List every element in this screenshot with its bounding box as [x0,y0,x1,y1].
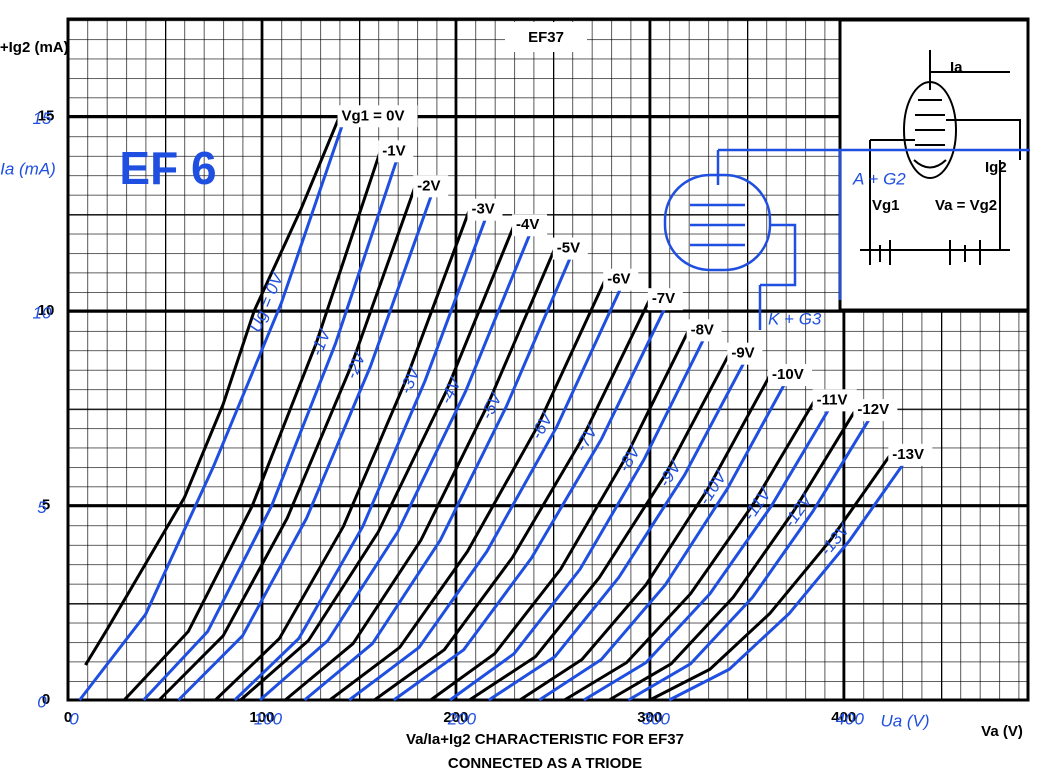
y-tick-label-alt: 0 [37,692,47,711]
curve-label: -10V [772,366,804,383]
curve-label: -6V [607,271,630,288]
blue-circuit [663,148,1030,330]
curve-label: -8V [691,321,714,338]
curve [78,115,347,701]
x-tick-label-alt: 400 [836,709,865,728]
x-tick-label: 0 [64,709,72,726]
blue-title: EF 6 [119,142,216,194]
curve [303,248,576,702]
curve [214,209,471,702]
curve-label: -5V [557,240,580,257]
annotation: Ia [950,59,963,76]
curve [177,185,436,702]
y-tick-label: 10 [38,302,55,319]
curve [488,352,751,702]
annotation: A + G2 [852,169,906,188]
curve [519,374,772,702]
x-tick-label-alt: 200 [447,709,477,728]
y-axis-label-alt: Ia (mA) [0,159,56,178]
curve [328,279,607,702]
curve [158,185,417,702]
x-tick-label-alt: 0 [69,709,79,728]
label-bg [603,268,639,291]
curve [449,329,710,702]
curve [84,115,341,666]
curve-label: -7V [652,290,675,307]
curve [348,279,626,702]
annotation: Va = Vg2 [935,197,997,214]
y-tick-label-alt: 5 [37,498,47,517]
label-bg [552,237,588,260]
annotation: Ig2 [985,159,1007,176]
curve-label: -2V [417,177,440,194]
y-tick-label-alt: 15 [33,109,52,128]
x-tick-label: 200 [443,709,468,726]
label-bg [686,319,722,342]
y-axis-label: Ia+Ig2 (mA) [0,39,69,56]
x-tick-label: 100 [249,709,274,726]
x-tick-label: 400 [831,709,856,726]
x-tick-label: 300 [637,709,662,726]
caption: Va/Ia+Ig2 CHARACTERISTIC FOR EF37 [406,731,684,748]
curve [563,399,816,702]
curve [429,329,690,702]
curve [284,248,557,702]
label-bg [378,140,414,163]
curve [668,453,911,702]
label-bg [853,399,898,422]
label-bg [888,443,933,466]
curve [608,409,857,702]
curve [468,352,731,702]
chart-title: EF37 [528,29,564,46]
x-axis-label-alt: Ua (V) [880,711,929,730]
curve [538,374,791,702]
curve [259,224,535,702]
curve-label: -4V [516,216,539,233]
curve [392,298,671,702]
curve-label: -9V [731,345,754,362]
x-tick-label-alt: 100 [254,709,283,728]
curve [233,209,491,702]
curve [123,150,382,702]
curve-label: -3V [471,201,494,218]
curve [239,224,516,702]
label-bg [337,105,418,128]
y-tick-label: 15 [38,107,55,124]
y-tick-label: 0 [42,691,50,708]
curve-label: -1V [382,142,405,159]
label-bg [647,288,683,311]
x-axis-label: Va (V) [981,723,1023,740]
curve [142,150,402,702]
curve-label: -12V [857,401,889,418]
curve [373,298,652,702]
annotation: K + G3 [768,309,822,328]
curve [649,453,892,702]
x-tick-label-alt: 300 [642,709,671,728]
label-bg [727,342,763,365]
curve [627,409,877,702]
curve-label: Vg1 = 0V [342,107,405,124]
curve [583,399,836,702]
title-box [505,22,587,52]
curve-label: -11V [817,391,848,408]
label-bg [768,364,813,387]
caption: CONNECTED AS A TRIODE [448,755,642,772]
label-bg [812,389,857,412]
y-tick-label: 5 [42,496,50,513]
curves [66,19,1028,702]
y-tick-label-alt: 10 [33,303,52,322]
curve-label: -13V [892,446,924,463]
label-bg [413,175,449,198]
label-bg [467,198,503,221]
annotation: Vg1 [872,197,900,214]
label-bg [512,214,548,237]
